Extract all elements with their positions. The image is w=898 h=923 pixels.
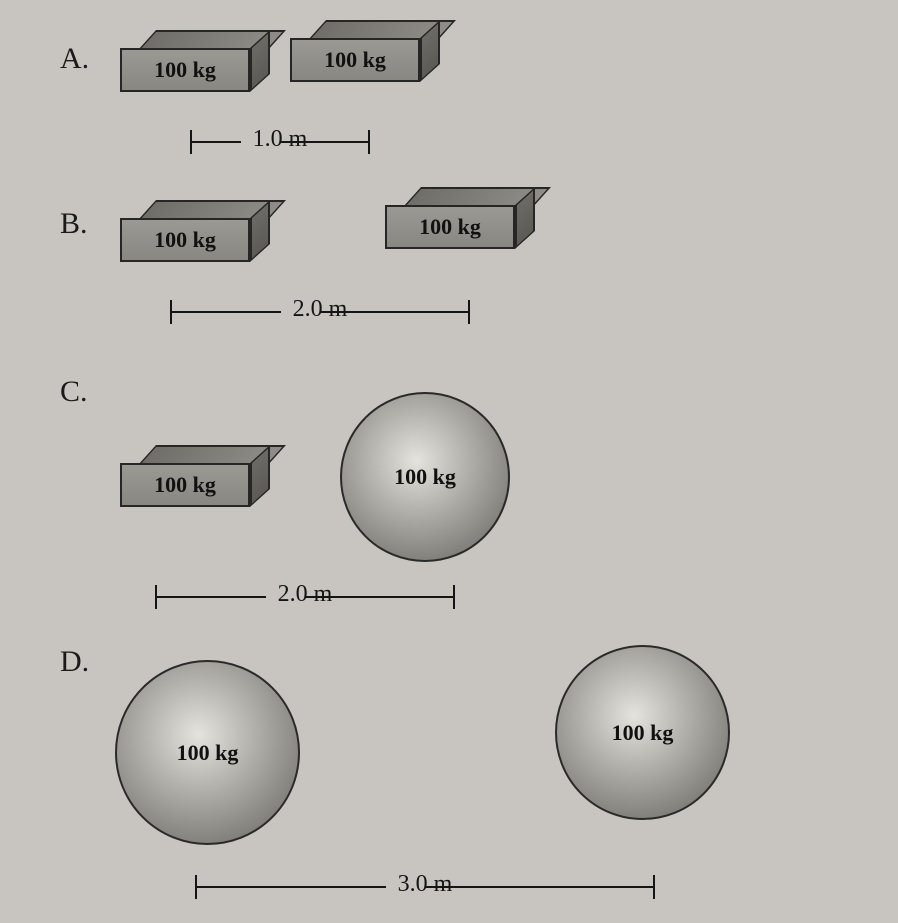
- option-label-b: B.: [60, 207, 88, 241]
- row-d: D. 100 kg 100 kg 3.0 m: [0, 640, 898, 920]
- dimension-text-d: 3.0 m: [386, 871, 465, 898]
- dimension-c: 2.0 m: [155, 585, 455, 609]
- brick-c-left: 100 kg: [120, 445, 270, 507]
- row-b: B. 100 kg 100 kg 2.0 m: [0, 185, 898, 355]
- brick-mass-b-right: 100 kg: [385, 205, 515, 249]
- brick-b-left: 100 kg: [120, 200, 270, 262]
- brick-a-left: 100 kg: [120, 30, 270, 92]
- dimension-b: 2.0 m: [170, 300, 470, 324]
- dimension-text-a: 1.0 m: [241, 126, 320, 153]
- dimension-text-b: 2.0 m: [281, 296, 360, 323]
- row-c: C. 100 kg 100 kg 2.0 m: [0, 370, 898, 620]
- brick-mass-b-left: 100 kg: [120, 218, 250, 262]
- brick-b-right: 100 kg: [385, 187, 535, 249]
- option-label-c: C.: [60, 375, 88, 409]
- dimension-a: 1.0 m: [190, 130, 370, 154]
- brick-mass-a-right: 100 kg: [290, 38, 420, 82]
- sphere-d-left: 100 kg: [115, 660, 300, 845]
- sphere-c-right: 100 kg: [340, 392, 510, 562]
- row-a: A. 100 kg 100 kg 1.0 m: [0, 20, 898, 170]
- option-label-a: A.: [60, 42, 89, 76]
- brick-a-right: 100 kg: [290, 20, 440, 82]
- brick-mass-c-left: 100 kg: [120, 463, 250, 507]
- brick-mass-a-left: 100 kg: [120, 48, 250, 92]
- sphere-d-right: 100 kg: [555, 645, 730, 820]
- dimension-text-c: 2.0 m: [266, 581, 345, 608]
- dimension-d: 3.0 m: [195, 875, 655, 899]
- option-label-d: D.: [60, 645, 89, 679]
